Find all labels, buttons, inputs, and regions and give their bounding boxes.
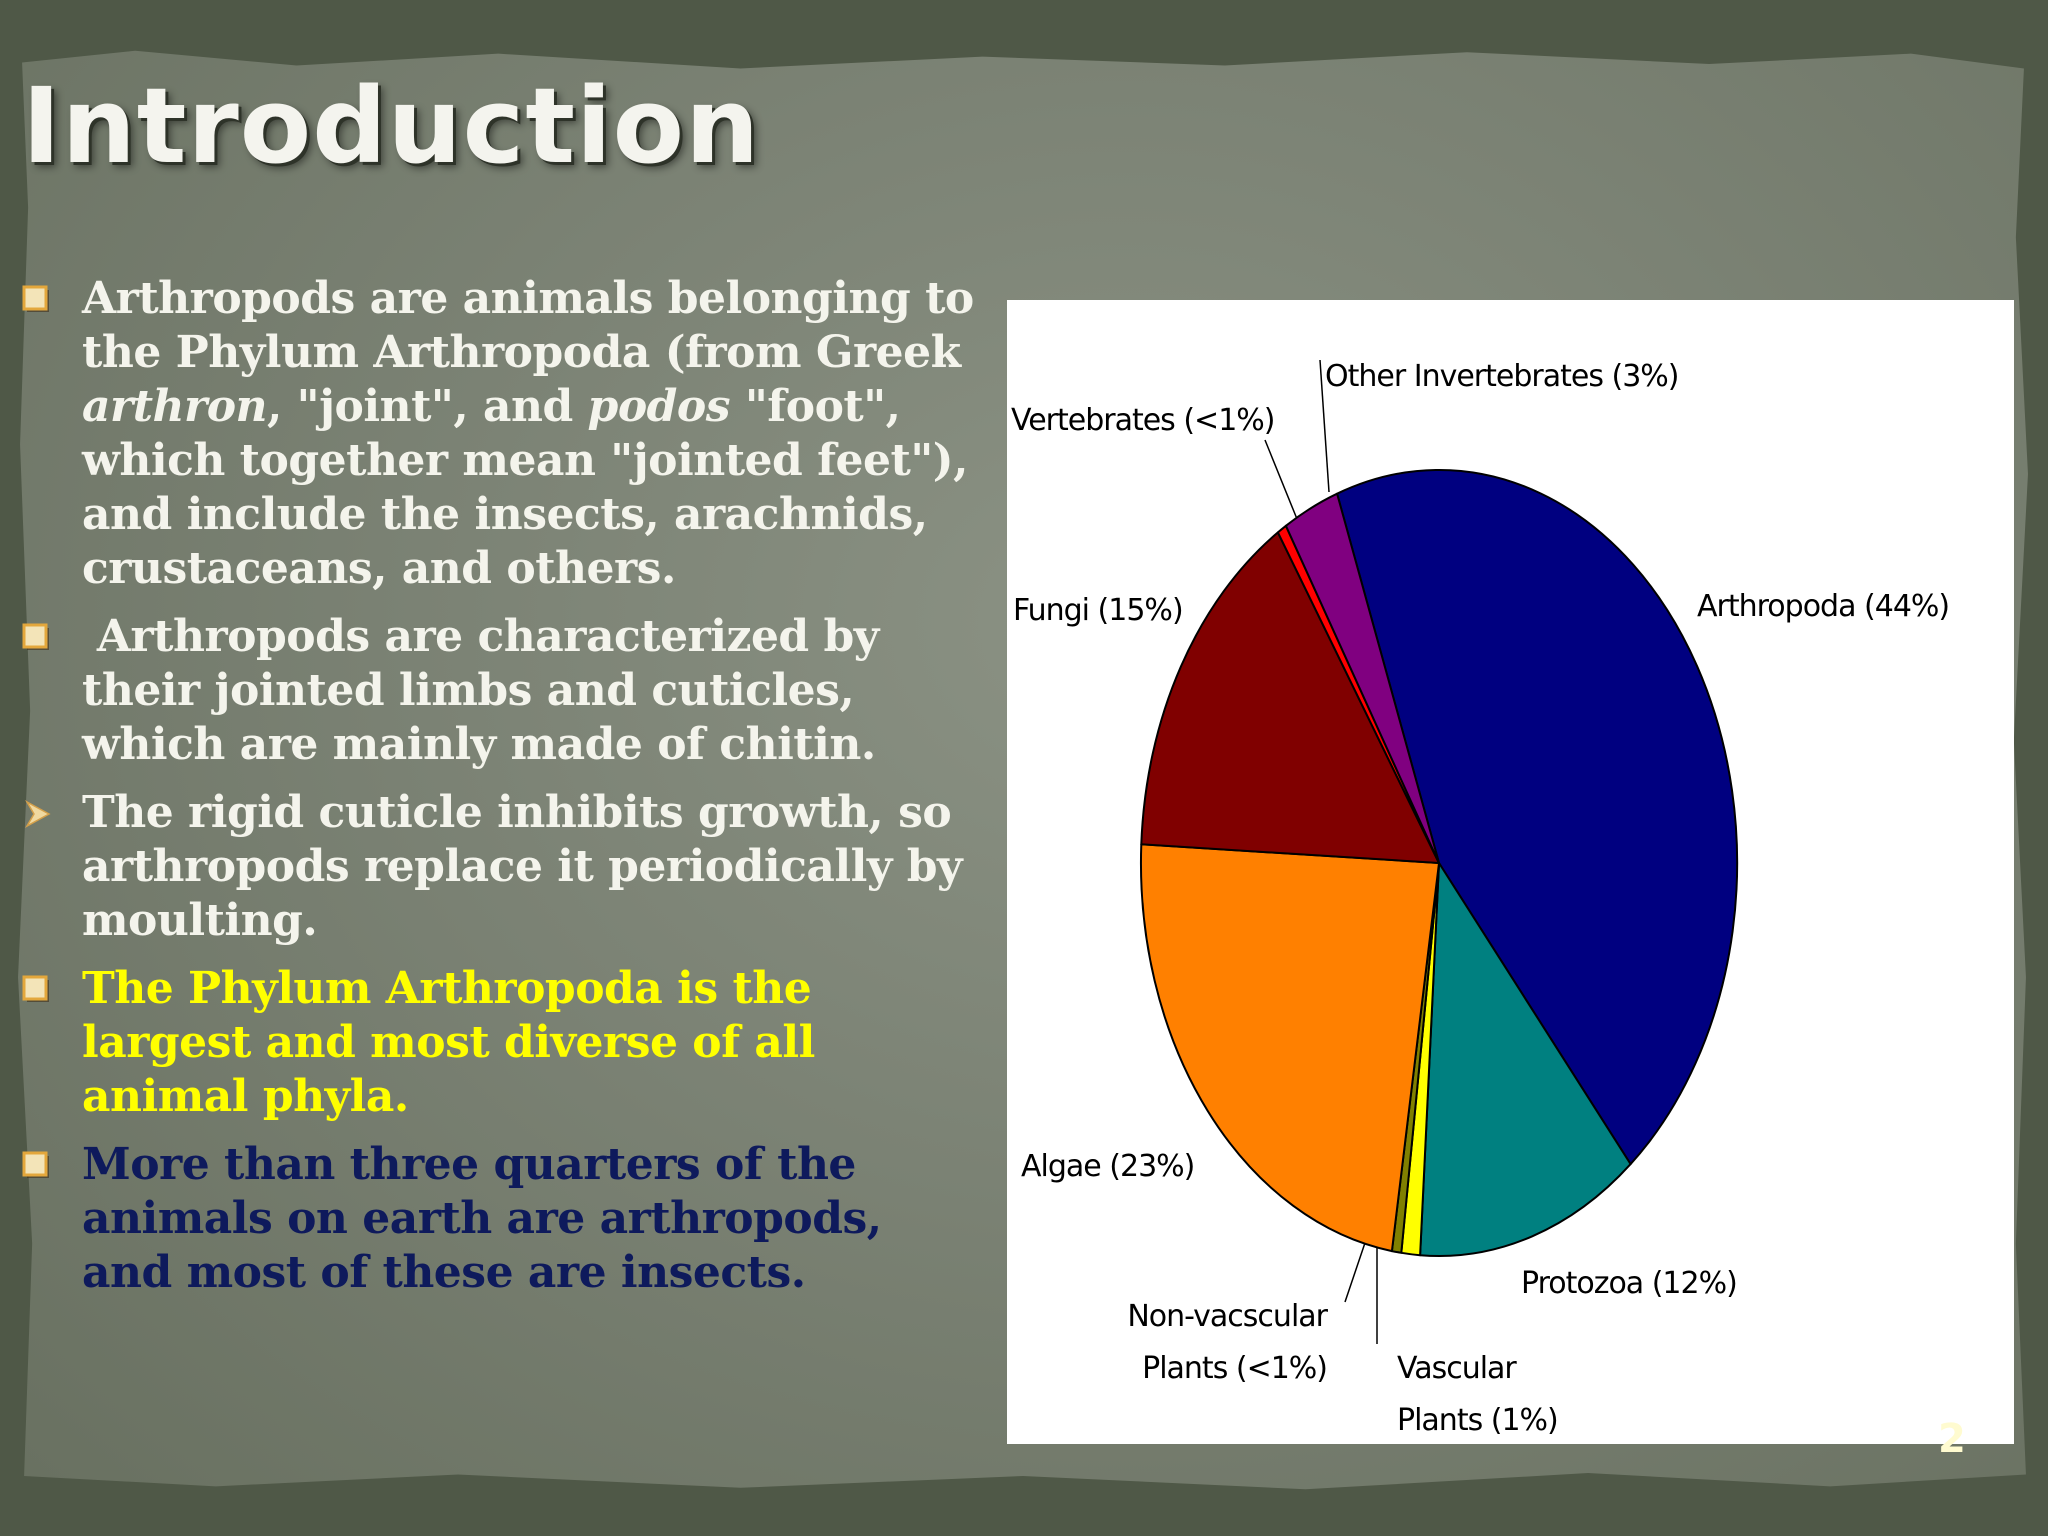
slide-title: Introduction [22, 65, 761, 187]
square-bullet-icon [22, 975, 49, 1002]
pie-slice [1419, 862, 1632, 1257]
bullet-item: Arthropods are characterized by their jo… [20, 610, 980, 772]
pie-slice-label: Other Invertebrates (3%) [1325, 359, 1679, 394]
bullet-text: "foot", which together mean "jointed fee… [82, 381, 968, 594]
pie-chart-svg: Arthropoda (44%) Protozoa (12%) Vascular Pl… [1011, 359, 1950, 1438]
pie-slice-label: Vertebrates (<1%) [1011, 403, 1275, 438]
bullet-item: Arthropods are animals belonging to the … [20, 272, 980, 596]
pie-slice [1284, 492, 1440, 864]
pie-slice-label: Protozoa (12%) [1521, 1266, 1737, 1301]
pie-slice-label: Algae (23%) [1021, 1149, 1194, 1184]
pie-slice [1139, 843, 1440, 1253]
page-number: 2 [1938, 1416, 1966, 1462]
bullet-item: The rigid cuticle inhibits growth, so ar… [20, 786, 980, 948]
bullet-text: The rigid cuticle inhibits growth, so ar… [82, 787, 963, 946]
pie-slice [1336, 468, 1739, 1166]
arrow-bullet-icon [24, 800, 51, 828]
bullet-text: More than three quarters of the animals … [82, 1139, 882, 1298]
bullet-item: More than three quarters of the animals … [20, 1138, 980, 1300]
pie-slice-label: Vascular Plants (1%) [1397, 1351, 1558, 1438]
pie-slice-label: Fungi (15%) [1013, 593, 1183, 628]
bullet-emphasis: arthron [82, 381, 268, 432]
bullet-emphasis: podos [587, 381, 731, 432]
bullet-text: Arthropods are animals belonging to the … [82, 273, 974, 378]
pie-leader-line [1319, 359, 1330, 493]
pie-slice [1140, 531, 1440, 864]
bullet-text: , "joint", and [267, 381, 588, 432]
square-bullet-icon [22, 285, 49, 312]
pie-slice-label: Non-vacscular Plants (<1%) [1127, 1299, 1328, 1386]
bullet-item: The Phylum Arthropoda is the largest and… [20, 962, 980, 1124]
square-bullet-icon [22, 623, 49, 650]
pie-leader-line [1264, 439, 1298, 520]
pie-slice-label: Arthropoda (44%) [1697, 589, 1949, 624]
bullet-text: The Phylum Arthropoda is the largest and… [82, 963, 815, 1122]
bullet-list: Arthropods are animals belonging to the … [20, 272, 980, 1314]
bullet-text: Arthropods are characterized by their jo… [82, 611, 894, 770]
square-bullet-icon [22, 1151, 49, 1178]
pie-chart: Arthropoda (44%) Protozoa (12%) Vascular Pl… [1007, 300, 2014, 1444]
